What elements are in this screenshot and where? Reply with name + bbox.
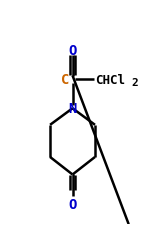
- Text: C: C: [61, 73, 69, 87]
- Text: O: O: [68, 44, 77, 58]
- Text: O: O: [68, 197, 77, 211]
- Text: CHCl: CHCl: [95, 73, 125, 86]
- Text: 2: 2: [131, 78, 138, 88]
- Text: N: N: [68, 102, 77, 116]
